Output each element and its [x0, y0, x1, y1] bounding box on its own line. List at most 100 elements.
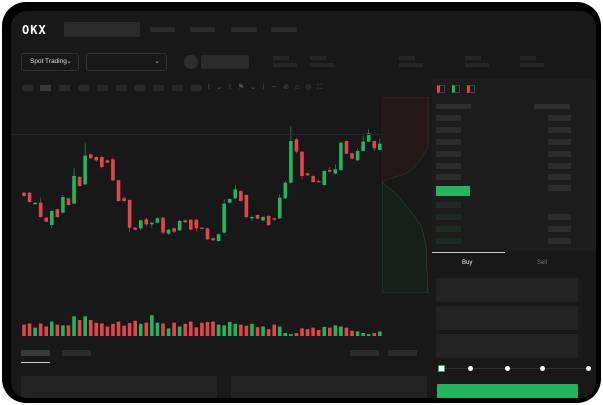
total-input[interactable] — [436, 334, 578, 358]
candle — [250, 217, 254, 219]
volume-bar — [161, 323, 165, 336]
volume-bar — [194, 327, 199, 336]
nav-item[interactable] — [231, 27, 257, 32]
volume-bar — [289, 334, 293, 336]
amount-input[interactable] — [436, 306, 578, 330]
candle — [27, 192, 32, 202]
orderbook-asks-icon[interactable] — [467, 85, 475, 93]
volume-bar — [44, 326, 49, 336]
volume-bar — [205, 321, 210, 336]
chevron-down-icon: ⌄ — [66, 58, 72, 65]
price-line — [11, 134, 382, 135]
candle — [211, 238, 215, 241]
orderbook-both-icon[interactable] — [437, 85, 445, 93]
bid-price — [436, 238, 461, 244]
buy-button[interactable] — [437, 384, 578, 398]
volume-bar — [138, 323, 143, 336]
nav-item[interactable] — [190, 27, 215, 32]
nav-item[interactable] — [150, 27, 175, 32]
candle — [322, 171, 327, 185]
candle — [44, 217, 49, 222]
volume-bar — [361, 332, 365, 336]
slider-handle[interactable] — [438, 365, 445, 372]
sell-tab[interactable]: Sell — [537, 260, 548, 266]
candle — [105, 160, 110, 163]
volume-bar — [200, 322, 204, 336]
price-input[interactable] — [436, 278, 578, 302]
candle — [77, 177, 82, 186]
volume-bar — [27, 323, 32, 336]
ask-amount — [548, 163, 571, 169]
slider-step[interactable] — [586, 366, 591, 371]
candle — [116, 180, 121, 201]
drawing-tools-icons[interactable]: ⌇⌄⌇⚑⌄⌇∼⊘⌂◎⛶ — [207, 84, 329, 91]
bid-amount — [548, 238, 571, 244]
candle — [339, 142, 343, 170]
volume-bar — [322, 326, 327, 336]
candle — [366, 133, 371, 142]
volume-bar — [250, 323, 254, 336]
ask-price — [436, 174, 461, 180]
search-bar[interactable] — [64, 22, 140, 37]
candle — [289, 141, 293, 183]
volume-bar — [38, 323, 43, 336]
ask-amount — [548, 174, 571, 180]
buy-tab[interactable]: Buy — [462, 260, 473, 266]
slider-step[interactable] — [468, 366, 473, 371]
trading-mode-label: Spot Trading — [30, 58, 67, 65]
pair-select[interactable]: ⌄ — [86, 53, 167, 71]
volume-bar — [216, 324, 221, 336]
tab-open-orders[interactable] — [21, 350, 50, 356]
candlestick-chart[interactable] — [11, 97, 432, 337]
timeframe-button[interactable] — [153, 85, 164, 91]
candle — [100, 157, 104, 167]
slider-step[interactable] — [540, 366, 545, 371]
stat-label — [310, 56, 326, 60]
candle — [255, 215, 260, 219]
timeframe-button[interactable] — [59, 85, 70, 91]
timeframe-button[interactable] — [172, 85, 183, 91]
volume-bar — [183, 323, 188, 336]
filter-button[interactable] — [350, 350, 379, 356]
timeframe-button[interactable] — [78, 85, 89, 91]
filter-button[interactable] — [388, 350, 417, 356]
bid-amount — [548, 214, 571, 220]
timeframe-button[interactable] — [191, 85, 202, 91]
candle — [194, 219, 199, 229]
volume-bar — [222, 325, 226, 336]
slider-step[interactable] — [505, 366, 510, 371]
timeframe-button[interactable] — [116, 85, 127, 91]
timeframe-button[interactable] — [40, 85, 51, 91]
candle — [378, 143, 382, 150]
candle — [244, 195, 249, 217]
volume-bar — [277, 326, 282, 336]
leverage-slider[interactable] — [441, 368, 589, 369]
timeframe-button[interactable] — [22, 85, 33, 91]
volume-bar — [233, 323, 238, 336]
volume-bar — [366, 334, 371, 336]
bid-amount — [548, 226, 571, 232]
trading-mode-select[interactable]: Spot Trading ⌄ — [21, 53, 79, 71]
nav-item[interactable] — [271, 27, 297, 32]
orderbook-bids-icon[interactable] — [452, 85, 460, 93]
okx-logo: OKX — [22, 23, 47, 37]
tab-order-history[interactable] — [62, 350, 91, 356]
candle — [177, 221, 182, 231]
volume-bar — [77, 320, 82, 336]
stat-value — [399, 63, 423, 67]
candle — [33, 202, 37, 205]
candle — [216, 234, 221, 241]
volume-bar — [172, 322, 176, 336]
ask-amount — [548, 139, 571, 145]
ask-amount — [548, 151, 571, 157]
volume-bar — [261, 326, 265, 336]
timeframe-button[interactable] — [134, 85, 145, 91]
candle — [277, 197, 282, 219]
candle — [189, 219, 193, 230]
ask-price — [436, 139, 461, 145]
depth-chart — [382, 97, 429, 293]
candle — [316, 181, 321, 183]
volume-bar — [300, 328, 304, 336]
volume-bar — [272, 324, 276, 336]
timeframe-button[interactable] — [97, 85, 108, 91]
